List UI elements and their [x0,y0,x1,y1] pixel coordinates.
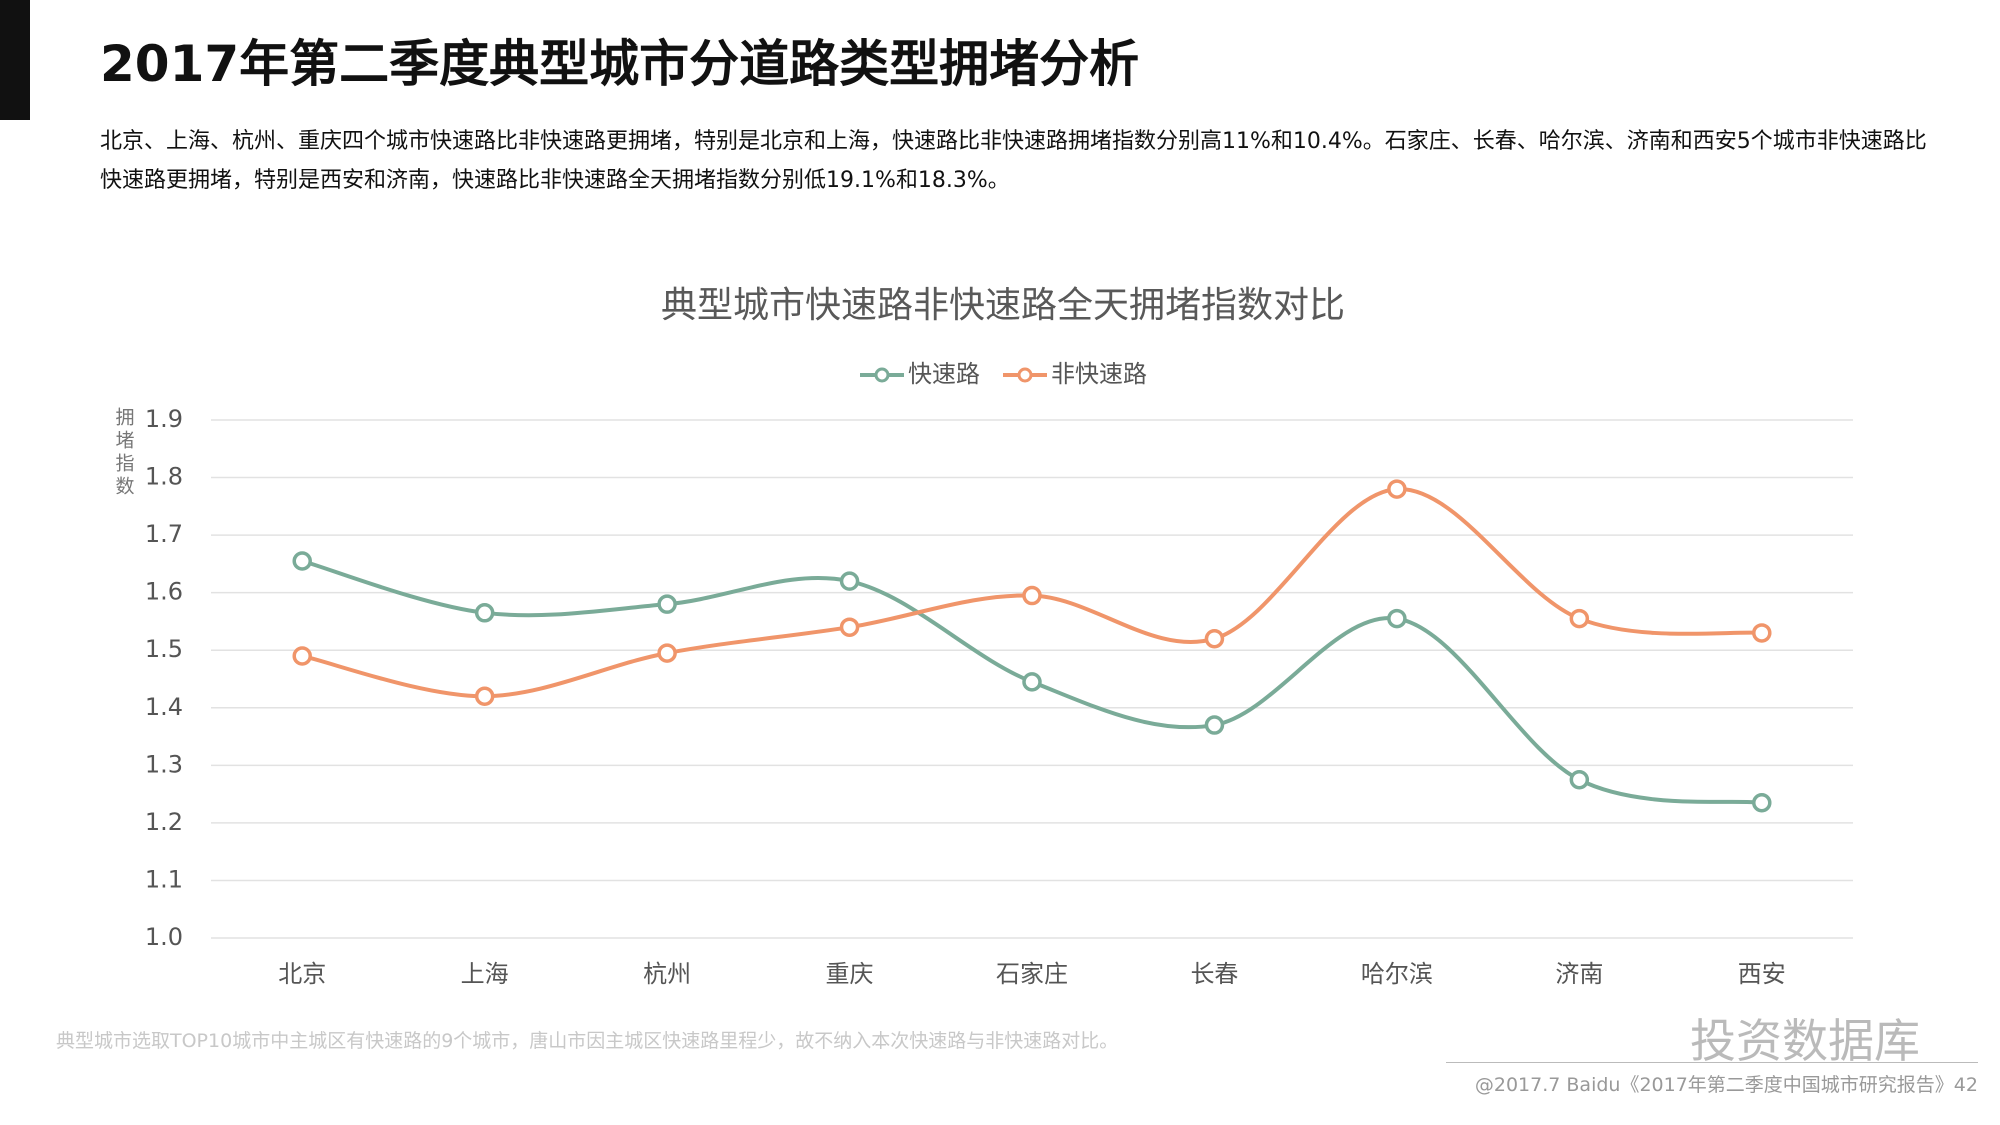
point [1752,792,1772,813]
x-tick-label: 石家庄 [996,960,1068,988]
y-tick-label: 1.9 [145,405,183,433]
x-tick-label: 杭州 [643,960,691,988]
x-tick-label: 西安 [1738,960,1786,988]
legend-label: 快速路 [908,360,980,388]
x-tick-label: 长春 [1190,960,1238,988]
x-tick-label: 上海 [461,960,509,988]
x-tick-label: 北京 [278,960,326,988]
point [474,603,495,623]
point [1204,715,1225,735]
legend-label: 非快速路 [1051,360,1147,388]
source: @2017.7 Baidu《2017年第二季度中国城市研究报告》42 [1474,1074,1978,1096]
x-tick-label: 济南 [1555,960,1603,988]
y-tick-label: 1.8 [145,463,183,491]
point [1752,623,1772,643]
point [292,551,312,571]
point [657,643,677,663]
point [1569,608,1590,629]
point [292,646,312,666]
legend-marker [874,367,890,383]
y-tick-label: 1.3 [145,750,183,778]
x-tick-label: 重庆 [826,960,874,988]
point [1022,672,1042,692]
point [1387,479,1407,499]
footnote: 典型城市选取TOP10城市中主城区有快速路的9个城市，唐山市因主城区快速路里程少… [56,1030,1119,1052]
y-tick-label: 1.7 [145,520,183,548]
description: 北京、上海、杭州、重庆四个城市快速路比非快速路更拥堵，特别是北京和上海，快速路比… [100,129,1927,193]
watermark: 投资数据库 [1690,1014,1920,1068]
x-tick-label: 哈尔滨 [1361,960,1433,988]
point [657,594,677,614]
y-tick-label: 1.2 [145,808,183,836]
y-tick-label: 1.6 [145,578,183,606]
point [1204,628,1225,649]
divider [1446,1062,1978,1063]
chart-title: 典型城市快速路非快速路全天拥堵指数对比 [661,285,1345,326]
point [839,617,860,637]
series-line [301,487,1762,699]
accent-bar [0,0,30,120]
y-tick-label: 1.0 [145,923,183,951]
legend-marker [1017,367,1033,383]
y-tick-label: 1.4 [145,693,183,721]
point [1022,585,1042,606]
point [474,686,495,707]
point [839,571,860,591]
series-line [301,559,1763,805]
y-tick-label: 1.1 [145,865,183,893]
y-tick-label: 1.5 [145,635,183,663]
page-title: 2017年第二季度典型城市分道路类型拥堵分析 [100,35,1140,93]
point [1569,769,1590,790]
y-axis-label: 拥堵指数 [113,407,135,499]
point [1387,608,1407,629]
